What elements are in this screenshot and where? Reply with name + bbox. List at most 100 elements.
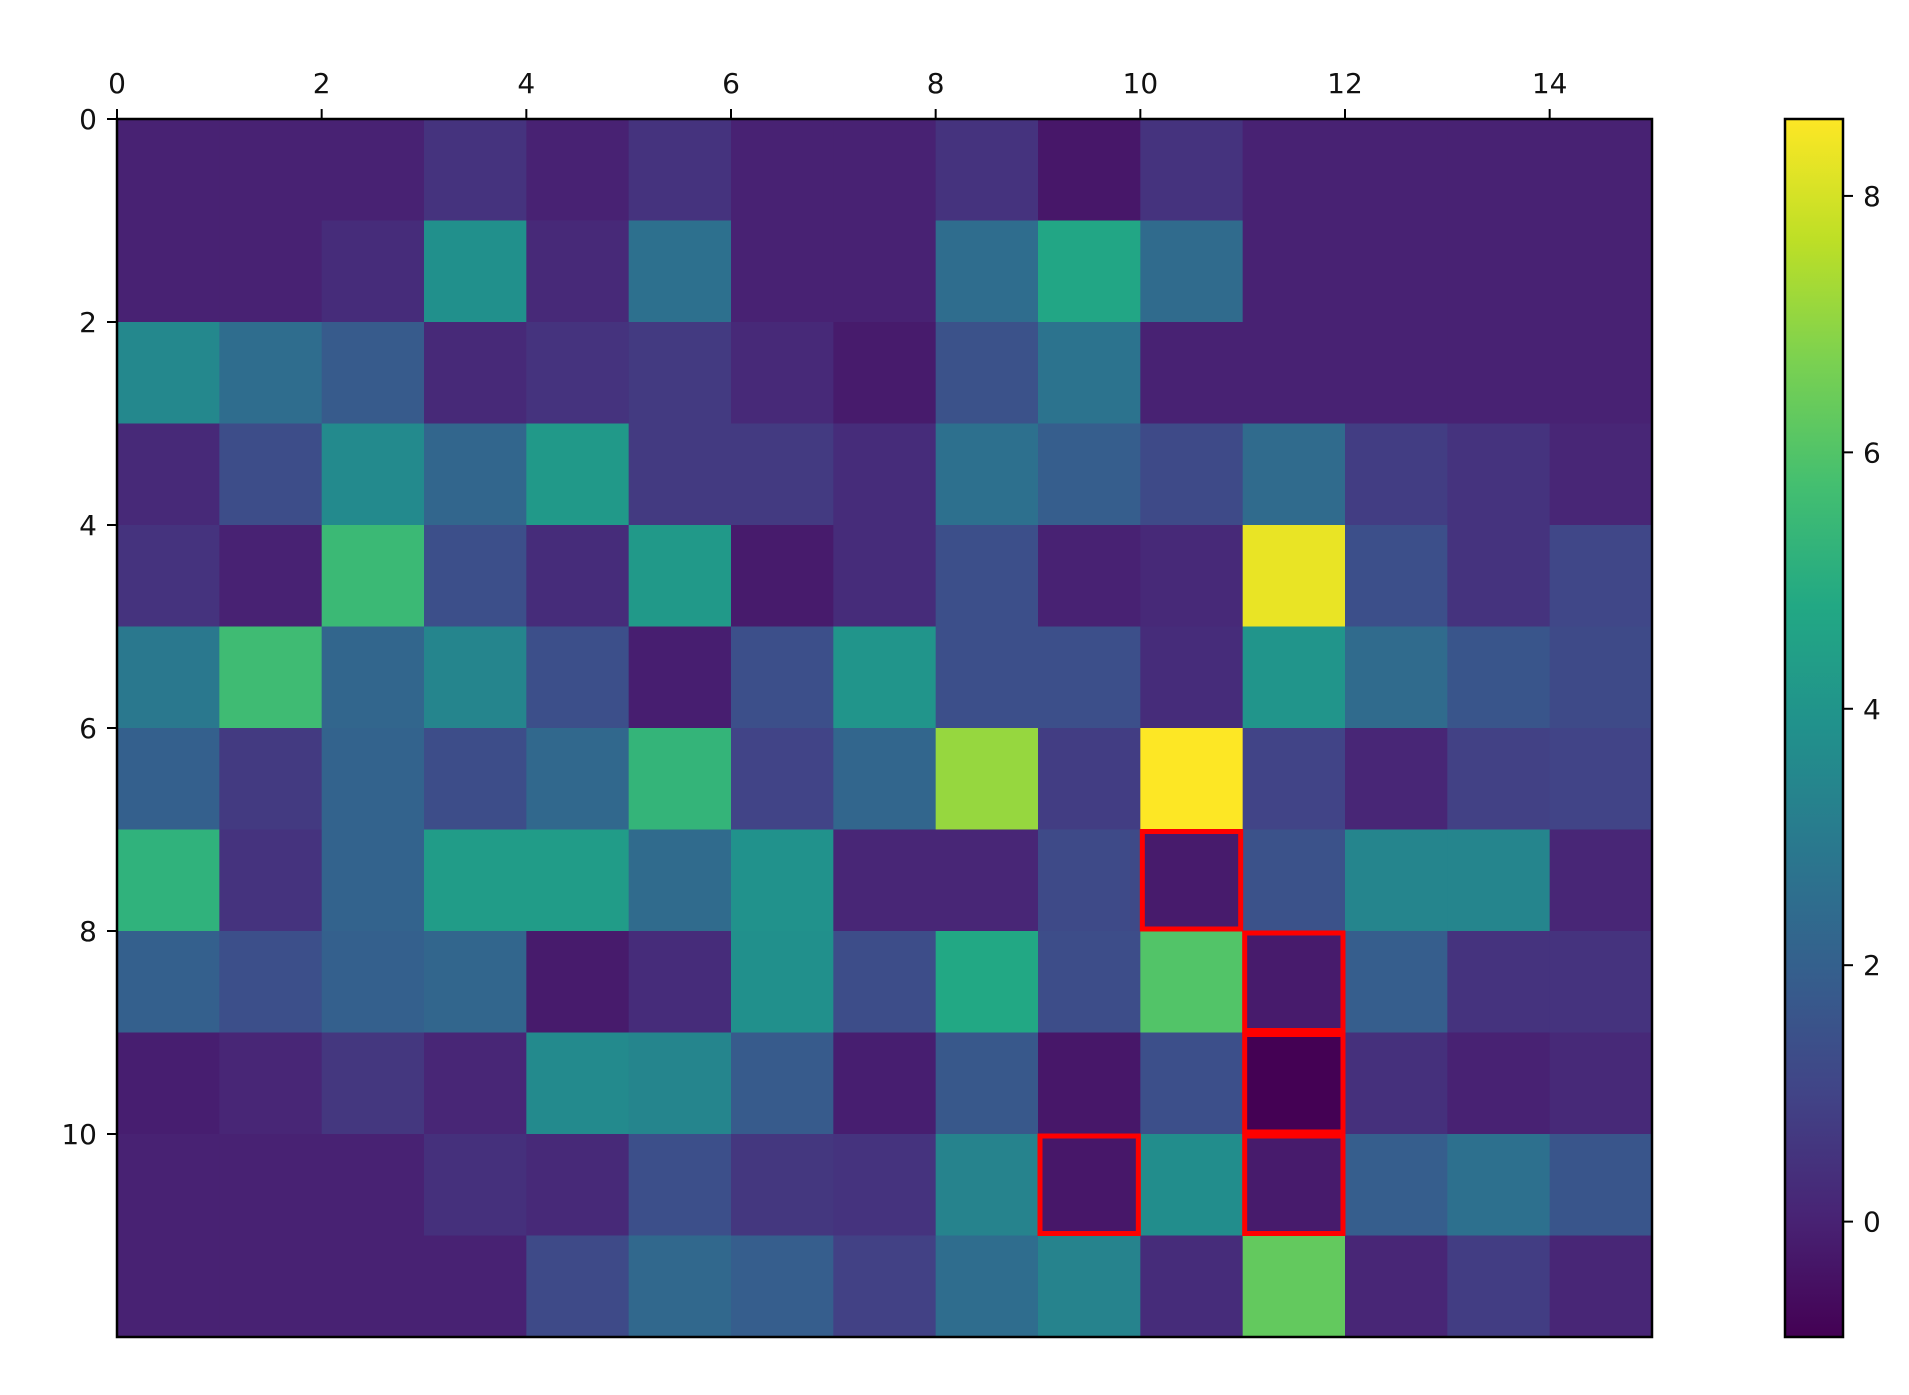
heatmap-cell-r6-c11 bbox=[1242, 728, 1346, 831]
heatmap-cell-r0-c1 bbox=[219, 119, 323, 222]
heatmap-cell-r1-c13 bbox=[1447, 220, 1551, 323]
heatmap-cell-r10-c11 bbox=[1242, 1134, 1346, 1237]
highlight-box-r10-c11 bbox=[1242, 1133, 1346, 1236]
heatmap-cell-r10-c3 bbox=[424, 1134, 527, 1237]
heatmap-cell-r9-c6 bbox=[731, 1032, 834, 1135]
colorbar-tick-label-4: 4 bbox=[1863, 693, 1881, 726]
heatmap-cell-r9-c14 bbox=[1549, 1032, 1653, 1135]
heatmap-cell-r6-c1 bbox=[219, 728, 323, 831]
heatmap-cell-r3-c14 bbox=[1549, 423, 1653, 526]
heatmap-cell-r11-c2 bbox=[321, 1235, 425, 1338]
heatmap-cell-r4-c10 bbox=[1140, 525, 1244, 628]
heatmap-cell-r2-c14 bbox=[1549, 322, 1653, 425]
heatmap-cell-r8-c14 bbox=[1549, 931, 1653, 1034]
heatmap-cell-r4-c9 bbox=[1038, 525, 1141, 628]
heatmap-cell-r2-c5 bbox=[628, 322, 732, 425]
heatmap-cell-r0-c7 bbox=[833, 119, 937, 222]
heatmap-cell-r7-c5 bbox=[628, 829, 732, 932]
heatmap-cell-r7-c6 bbox=[731, 829, 834, 932]
heatmap-cell-r11-c3 bbox=[424, 1235, 527, 1338]
y-axis: 0 2 4 6 8 10 bbox=[61, 103, 117, 1151]
heatmap-cell-r11-c7 bbox=[833, 1235, 937, 1338]
colorbar-tick-label-0: 0 bbox=[1863, 1206, 1881, 1239]
heatmap-cell-r10-c0 bbox=[117, 1134, 220, 1237]
heatmap-cell-r9-c3 bbox=[424, 1032, 527, 1135]
heatmap-cell-r1-c5 bbox=[628, 220, 732, 323]
heatmap-cell-r8-c1 bbox=[219, 931, 323, 1034]
heatmap-cell-r0-c14 bbox=[1549, 119, 1653, 222]
y-tick-label-10: 10 bbox=[61, 1118, 97, 1151]
heatmap-cell-r3-c1 bbox=[219, 423, 323, 526]
heatmap-cell-r8-c9 bbox=[1038, 931, 1141, 1034]
heatmap-cell-r6-c3 bbox=[424, 728, 527, 831]
y-tick-label-6: 6 bbox=[79, 712, 97, 745]
heatmap-cell-r7-c7 bbox=[833, 829, 937, 932]
heatmap-cell-r0-c2 bbox=[321, 119, 425, 222]
heatmap-cell-r10-c12 bbox=[1345, 1134, 1448, 1237]
heatmap-cell-r7-c10 bbox=[1140, 829, 1244, 932]
heatmap-cell-r8-c4 bbox=[526, 931, 630, 1034]
heatmap-cell-r7-c12 bbox=[1345, 829, 1448, 932]
x-tick-label-12: 12 bbox=[1327, 67, 1363, 100]
heatmap-cell-r2-c6 bbox=[731, 322, 834, 425]
highlight-box-r8-c11 bbox=[1242, 930, 1346, 1033]
heatmap-cell-r5-c8 bbox=[935, 626, 1039, 729]
heatmap-cell-r2-c13 bbox=[1447, 322, 1551, 425]
heatmap-cell-r1-c9 bbox=[1038, 220, 1141, 323]
heatmap-cell-r1-c0 bbox=[117, 220, 220, 323]
heatmap-cell-r5-c2 bbox=[321, 626, 425, 729]
highlight-box-r9-c11 bbox=[1242, 1032, 1346, 1135]
heatmap-cell-r2-c10 bbox=[1140, 322, 1244, 425]
heatmap-cell-r0-c12 bbox=[1345, 119, 1448, 222]
heatmap-cell-r10-c10 bbox=[1140, 1134, 1244, 1237]
heatmap-cell-r4-c5 bbox=[628, 525, 732, 628]
heatmap-cell-r4-c0 bbox=[117, 525, 220, 628]
heatmap-cell-r2-c7 bbox=[833, 322, 937, 425]
heatmap-cell-r9-c4 bbox=[526, 1032, 630, 1135]
heatmap-cell-r7-c8 bbox=[935, 829, 1039, 932]
heatmap-cell-r11-c1 bbox=[219, 1235, 323, 1338]
heatmap-cell-r5-c0 bbox=[117, 626, 220, 729]
heatmap-cell-r1-c10 bbox=[1140, 220, 1244, 323]
heatmap-cell-r6-c13 bbox=[1447, 728, 1551, 831]
heatmap-cell-r2-c1 bbox=[219, 322, 323, 425]
heatmap-cell-r3-c4 bbox=[526, 423, 630, 526]
heatmap-cell-r11-c8 bbox=[935, 1235, 1039, 1338]
heatmap-cell-r2-c0 bbox=[117, 322, 220, 425]
heatmap-cell-r3-c5 bbox=[628, 423, 732, 526]
heatmap-cell-r5-c9 bbox=[1038, 626, 1141, 729]
heatmap-cell-r6-c2 bbox=[321, 728, 425, 831]
x-tick-label-4: 4 bbox=[517, 67, 535, 100]
heatmap-cell-r0-c4 bbox=[526, 119, 630, 222]
heatmap-cell-r3-c11 bbox=[1242, 423, 1346, 526]
heatmap-cell-r4-c14 bbox=[1549, 525, 1653, 628]
x-tick-label-8: 8 bbox=[927, 67, 945, 100]
heatmap-cell-r5-c12 bbox=[1345, 626, 1448, 729]
heatmap-cell-r10-c7 bbox=[833, 1134, 937, 1237]
heatmap-cell-r0-c9 bbox=[1038, 119, 1141, 222]
heatmap-cell-r0-c13 bbox=[1447, 119, 1551, 222]
heatmap-cell-r11-c9 bbox=[1038, 1235, 1141, 1338]
heatmap-cell-r1-c7 bbox=[833, 220, 937, 323]
heatmap-cell-r0-c3 bbox=[424, 119, 527, 222]
heatmap-cell-r7-c14 bbox=[1549, 829, 1653, 932]
heatmap-cell-r11-c10 bbox=[1140, 1235, 1244, 1338]
heatmap-cell-r9-c12 bbox=[1345, 1032, 1448, 1135]
heatmap-cell-r7-c11 bbox=[1242, 829, 1346, 932]
heatmap-cell-r10-c5 bbox=[628, 1134, 732, 1237]
heatmap-cell-r0-c11 bbox=[1242, 119, 1346, 222]
heatmap-cell-r9-c5 bbox=[628, 1032, 732, 1135]
heatmap-cell-r5-c6 bbox=[731, 626, 834, 729]
heatmap-cell-r4-c12 bbox=[1345, 525, 1448, 628]
heatmap-cell-r1-c12 bbox=[1345, 220, 1448, 323]
heatmap-cell-r7-c3 bbox=[424, 829, 527, 932]
heatmap-cell-r2-c2 bbox=[321, 322, 425, 425]
heatmap-cell-r3-c6 bbox=[731, 423, 834, 526]
heatmap-cell-r8-c7 bbox=[833, 931, 937, 1034]
heatmap-cell-r4-c1 bbox=[219, 525, 323, 628]
heatmap-cell-r5-c5 bbox=[628, 626, 732, 729]
heatmap-cell-r1-c3 bbox=[424, 220, 527, 323]
heatmap-cell-r8-c6 bbox=[731, 931, 834, 1034]
